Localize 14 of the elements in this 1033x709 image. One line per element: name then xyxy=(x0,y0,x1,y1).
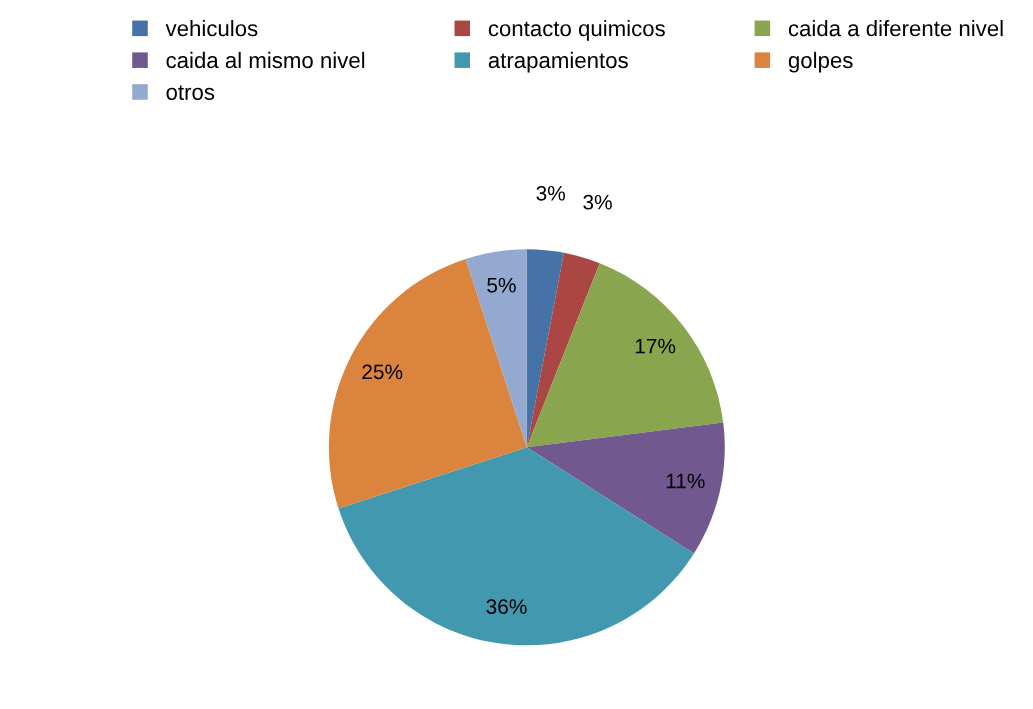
data-label: 3% xyxy=(536,185,565,201)
legend-label: otros xyxy=(166,85,215,100)
legend-label: atrapamientos xyxy=(488,51,628,73)
data-label: 5% xyxy=(487,277,516,293)
legend-label: golpes xyxy=(788,51,853,73)
data-label: 25% xyxy=(362,364,403,380)
data-label: 3% xyxy=(583,194,612,210)
legend-label: caida al mismo nivel xyxy=(166,51,365,69)
data-label: 36% xyxy=(486,599,527,614)
data-label: 17% xyxy=(635,338,676,354)
legend-label: contacto quimicos xyxy=(488,20,665,41)
legend-label: vehiculos xyxy=(165,20,258,37)
data-label: 11% xyxy=(666,473,705,489)
legend-label: caida a diferente nivel xyxy=(788,20,1003,37)
